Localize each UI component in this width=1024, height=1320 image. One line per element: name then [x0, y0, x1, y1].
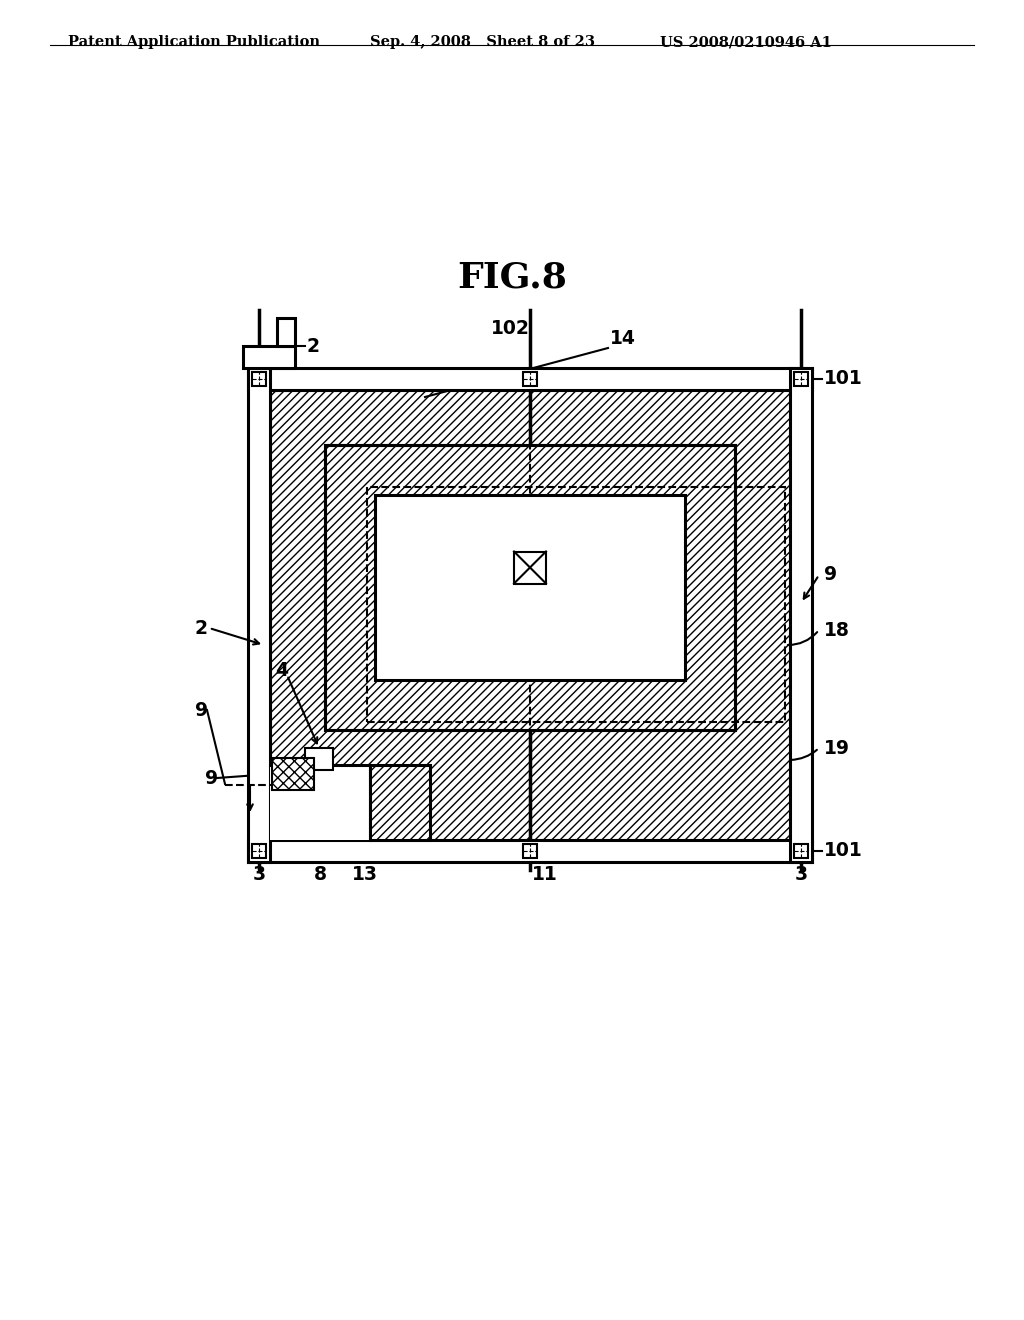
Text: 18: 18 — [824, 620, 850, 639]
Bar — [270, 780, 360, 840]
Bar — [790, 368, 812, 862]
Bar — [370, 766, 430, 840]
Bar — [248, 368, 812, 389]
Bar — [248, 368, 270, 862]
Text: Sep. 4, 2008   Sheet 8 of 23: Sep. 4, 2008 Sheet 8 of 23 — [370, 36, 595, 49]
Bar — [367, 487, 785, 722]
Bar — [252, 843, 266, 858]
Bar — [325, 445, 735, 730]
Bar — [523, 372, 537, 385]
Bar — [305, 748, 333, 770]
Bar — [272, 758, 314, 789]
Bar — [243, 346, 295, 368]
Text: 9: 9 — [195, 701, 208, 719]
Text: 3: 3 — [795, 865, 808, 884]
Text: 2: 2 — [307, 337, 319, 355]
Bar — [278, 318, 295, 346]
Text: 19: 19 — [824, 738, 850, 758]
Bar — [272, 758, 314, 789]
Bar — [270, 766, 370, 840]
Text: Patent Application Publication: Patent Application Publication — [68, 36, 319, 49]
Bar — [248, 840, 812, 862]
Text: 14: 14 — [610, 329, 636, 348]
Bar — [375, 495, 685, 680]
Text: 13: 13 — [352, 865, 378, 884]
Text: 9: 9 — [824, 565, 838, 585]
Text: 3: 3 — [253, 865, 265, 884]
Bar — [252, 372, 266, 385]
Text: 101: 101 — [824, 370, 863, 388]
Bar — [270, 389, 790, 840]
Bar — [794, 843, 808, 858]
Bar — [370, 766, 430, 840]
Text: 11: 11 — [532, 865, 558, 884]
Text: 102: 102 — [490, 319, 529, 338]
Text: 101: 101 — [824, 842, 863, 861]
Bar — [325, 445, 735, 730]
Bar — [794, 372, 808, 385]
Text: FIG.8: FIG.8 — [457, 260, 567, 294]
Bar — [514, 552, 546, 583]
Text: US 2008/0210946 A1: US 2008/0210946 A1 — [660, 36, 831, 49]
Text: 2: 2 — [195, 619, 208, 638]
Bar — [523, 843, 537, 858]
Text: 9: 9 — [205, 768, 218, 788]
Text: 8: 8 — [313, 865, 327, 884]
Text: 4: 4 — [275, 660, 288, 680]
